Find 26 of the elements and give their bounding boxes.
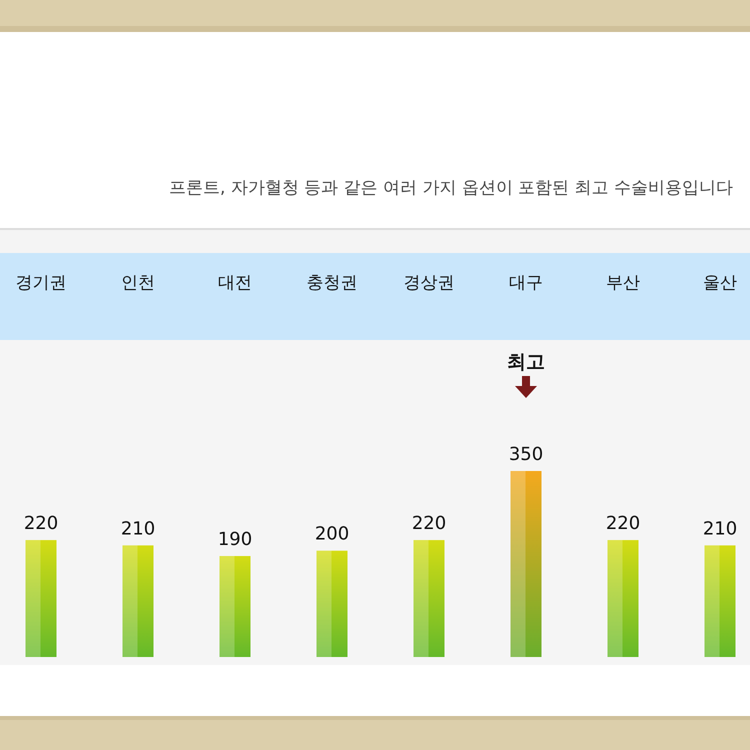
data-label: 210 — [702, 518, 738, 540]
bar — [122, 545, 154, 657]
x-tick-label: 대구 — [509, 273, 543, 293]
x-tick-label: 울산 — [703, 273, 737, 293]
x-tick-label: 충청권 — [306, 273, 358, 293]
bar — [220, 556, 250, 657]
data-label: 200 — [314, 524, 350, 545]
bar — [414, 540, 444, 657]
data-label: 220 — [24, 513, 58, 534]
data-label: 210 — [120, 518, 156, 540]
data-label: 350 — [508, 444, 544, 465]
data-label: 190 — [218, 529, 252, 550]
data-label: 220 — [412, 513, 446, 534]
bar — [608, 540, 638, 657]
x-tick-label: 대전 — [218, 273, 252, 293]
text: 최고 — [507, 351, 545, 373]
bar — [26, 540, 56, 657]
data-label: 220 — [606, 513, 640, 534]
bar — [316, 550, 348, 657]
bar — [510, 471, 542, 657]
x-tick-label: 인천 — [121, 273, 155, 293]
bar — [704, 545, 736, 657]
x-tick-label: 경기권 — [16, 273, 66, 293]
chart-title: 프론트, 자가혈청 등과 같은 여러 가지 옵션이 포함된 최고 수술비용입니다 — [168, 178, 733, 198]
x-tick-label: 부산 — [606, 273, 640, 293]
x-tick-label: 경상권 — [404, 273, 454, 293]
